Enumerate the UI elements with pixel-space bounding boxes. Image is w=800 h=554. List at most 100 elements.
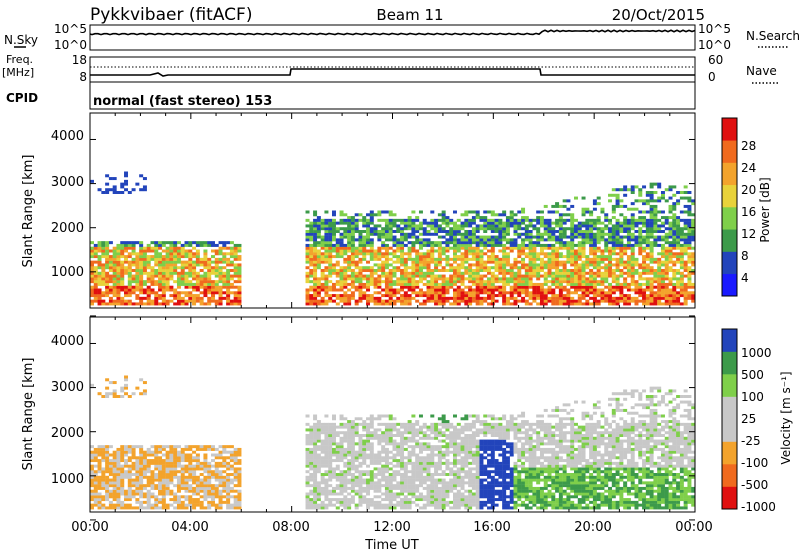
power-cell: [120, 191, 125, 194]
power-cell: [528, 263, 533, 267]
power-cell: [373, 227, 378, 231]
power-cell: [332, 263, 336, 267]
power-cell: [664, 249, 669, 253]
power-cell: [169, 288, 174, 292]
power-cell: [577, 227, 582, 231]
velocity-cell: [139, 456, 144, 460]
power-cell: [434, 274, 439, 278]
velocity-cell: [362, 489, 367, 493]
power-cell: [483, 274, 488, 278]
power-cell: [407, 235, 412, 239]
power-cell: [313, 241, 318, 245]
velocity-cell: [309, 503, 314, 507]
power-cell: [218, 277, 223, 281]
velocity-cell: [332, 492, 336, 496]
power-ylabel: Slant Range [km]: [21, 155, 36, 268]
velocity-cell: [112, 481, 117, 485]
velocity-cell: [116, 447, 121, 451]
power-cell: [218, 260, 223, 264]
power-cell: [596, 255, 601, 259]
power-cell: [400, 269, 405, 272]
power-cell: [558, 260, 563, 264]
power-cell: [464, 285, 469, 289]
power-cell: [585, 257, 590, 261]
power-cell: [623, 185, 628, 189]
power-cell: [475, 269, 480, 272]
velocity-cell: [101, 453, 106, 457]
power-cell: [169, 246, 174, 250]
power-cell: [513, 291, 518, 295]
power-cell: [487, 288, 492, 292]
power-cell: [396, 255, 401, 259]
power-cell: [422, 243, 427, 247]
power-cell: [335, 282, 340, 286]
velocity-cell: [211, 492, 215, 496]
power-cell: [354, 271, 359, 275]
power-cell: [373, 285, 378, 289]
power-cell: [146, 294, 151, 298]
power-cell: [558, 218, 563, 222]
power-cell: [313, 227, 318, 231]
power-cell: [483, 269, 488, 272]
power-cell: [619, 238, 624, 242]
power-cell: [691, 269, 696, 272]
power-cell: [479, 218, 484, 222]
velocity-cell: [169, 498, 174, 502]
velocity-cell: [381, 414, 386, 418]
power-cell: [169, 260, 174, 264]
power-cell: [468, 246, 473, 250]
power-cell: [551, 232, 556, 236]
power-cell: [199, 302, 204, 306]
velocity-cell: [207, 464, 212, 468]
power-cell: [634, 291, 639, 295]
velocity-cell: [320, 450, 325, 454]
power-cell: [475, 235, 480, 239]
power-cell: [596, 235, 601, 239]
power-cell: [483, 230, 488, 233]
velocity-cell: [165, 475, 170, 479]
power-cell: [596, 294, 601, 298]
velocity-cell: [112, 470, 117, 474]
power-cell: [521, 249, 526, 253]
velocity-cell: [199, 447, 204, 451]
power-cell: [335, 263, 340, 267]
velocity-cell: [124, 492, 129, 496]
power-cell: [347, 218, 352, 222]
power-cell: [350, 230, 355, 233]
power-cell: [150, 271, 155, 275]
velocity-cell: [339, 417, 344, 421]
power-cell: [313, 249, 318, 253]
power-cell: [623, 266, 628, 270]
power-cell: [592, 274, 597, 278]
power-cell: [309, 294, 314, 298]
power-cell: [347, 224, 352, 228]
power-cell: [566, 294, 571, 298]
velocity-cell: [188, 445, 193, 449]
power-cell: [339, 277, 344, 281]
velocity-cell: [131, 484, 136, 488]
velocity-cell: [335, 492, 340, 496]
power-cell: [634, 263, 639, 267]
velocity-cell: [203, 470, 208, 474]
power-cell: [305, 255, 310, 259]
power-cell: [502, 210, 507, 214]
velocity-cell: [214, 492, 219, 496]
power-cell: [494, 288, 499, 292]
power-cell: [615, 266, 620, 270]
velocity-cell: [392, 464, 397, 468]
power-cell: [532, 252, 537, 256]
power-cell: [566, 280, 571, 284]
power-cell: [494, 218, 499, 222]
power-cell: [634, 218, 639, 222]
power-cell: [139, 296, 144, 300]
power-cell: [668, 280, 673, 284]
power-cell: [97, 263, 102, 267]
power-cell: [679, 218, 684, 222]
velocity-cell: [388, 442, 393, 446]
power-cell: [422, 252, 427, 256]
power-cell: [490, 285, 495, 289]
power-cell: [615, 302, 620, 306]
power-cell: [645, 271, 650, 275]
power-cell: [108, 302, 113, 306]
power-cell: [146, 266, 151, 270]
